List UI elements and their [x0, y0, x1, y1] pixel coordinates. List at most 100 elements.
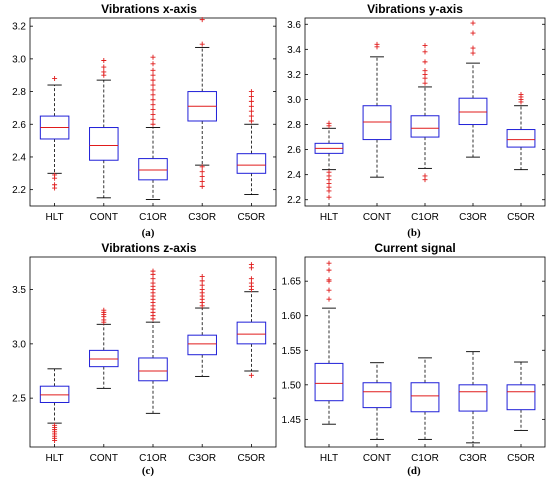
iqr-box: [458, 384, 488, 412]
x-tick-label: C5OR: [238, 453, 266, 464]
panel-vibrations-x: Vibrations x-axis 2.2 2.4 2.6 2.8 3.0 3.2 HLT C…: [12, 2, 277, 239]
outlier-marker: [326, 287, 332, 293]
plot-area: 2.2 2.4 2.6 2.8 3.0 3.2 HLT CONT C1OR C3OR C5OR: [12, 17, 277, 223]
chart-title: Vibrations z-axis: [101, 241, 196, 255]
outlier-marker: [101, 307, 107, 313]
chart-title: Vibrations y-axis: [367, 2, 463, 16]
chart-title: Current signal: [374, 241, 455, 255]
iqr-box: [138, 158, 168, 181]
outlier-marker: [199, 183, 205, 189]
y-tick-label: 3.0: [287, 95, 301, 106]
outlier-marker: [150, 107, 156, 113]
outlier-marker: [422, 80, 428, 86]
x-tick-label: CONT: [90, 453, 118, 464]
outlier-marker: [52, 185, 58, 191]
outlier-marker: [199, 41, 205, 47]
axes-frame: [304, 256, 546, 448]
outlier-marker: [248, 280, 254, 286]
outlier-marker: [326, 296, 332, 302]
iqr-box: [236, 321, 267, 345]
outlier-marker: [150, 280, 156, 286]
iqr-box: [506, 384, 536, 411]
x-tick-label: C1OR: [139, 453, 167, 464]
outlier-marker: [150, 92, 156, 98]
iqr-box: [39, 385, 70, 403]
x-tick-label: C1OR: [411, 453, 439, 464]
x-tick-label: HLT: [320, 212, 338, 223]
y-tick-label: 2.4: [12, 152, 26, 163]
y-tick-label: 3.2: [287, 70, 301, 81]
outlier-marker: [150, 61, 156, 67]
iqr-box: [138, 357, 168, 382]
outlier-marker: [101, 58, 107, 64]
iqr-box: [187, 334, 217, 356]
outlier-marker: [199, 169, 205, 175]
panel-vibrations-y: Vibrations y-axis 2.2 2.4 2.6 2.8 3.0 3.2 3.4 3…: [287, 2, 546, 239]
iqr-box: [314, 362, 344, 402]
outlier-marker: [199, 282, 205, 288]
outlier-marker: [150, 268, 156, 274]
y-tick-label: 2.6: [287, 145, 301, 156]
iqr-box: [458, 97, 488, 126]
panel-caption: (d): [407, 465, 421, 477]
outlier-marker: [150, 72, 156, 78]
x-tick-label: HLT: [46, 212, 64, 223]
y-tick-label: 3.4: [287, 45, 301, 56]
outlier-marker: [326, 194, 332, 200]
y-tick-label: 1.65: [282, 277, 302, 288]
panel-current-signal: Current signal 1.45 1.50 1.55 1.60 1.65 HLT CO…: [282, 241, 546, 477]
y-tick-label: 2.8: [287, 120, 301, 131]
outlier-marker: [470, 50, 476, 56]
outlier-marker: [150, 111, 156, 117]
outlier-marker: [248, 93, 254, 99]
outlier-marker: [422, 173, 428, 179]
x-tick-label: C3OR: [459, 212, 487, 223]
outlier-marker: [101, 69, 107, 75]
outlier-marker: [248, 118, 254, 124]
iqr-box: [89, 127, 119, 161]
outlier-marker: [470, 45, 476, 51]
outlier-marker: [199, 164, 205, 170]
outlier-marker: [248, 113, 254, 119]
outlier-marker: [326, 120, 332, 126]
outlier-marker: [199, 174, 205, 180]
outlier-marker: [199, 287, 205, 293]
x-tick-label: C5OR: [238, 212, 266, 223]
outlier-marker: [150, 276, 156, 282]
outlier-marker: [248, 89, 254, 95]
y-tick-label: 2.2: [12, 185, 26, 196]
outlier-marker: [518, 91, 524, 97]
outlier-marker: [150, 82, 156, 88]
outlier-marker: [470, 20, 476, 26]
y-tick-label: 1.55: [282, 346, 302, 357]
outlier-marker: [52, 437, 58, 443]
outlier-marker: [326, 267, 332, 273]
chart-title: Vibrations x-axis: [101, 2, 197, 16]
iqr-box: [236, 153, 267, 174]
x-tick-label: HLT: [46, 453, 64, 464]
plot-area: 1.45 1.50 1.55 1.60 1.65 HLT CONT C1OR C3OR C5OR: [282, 256, 546, 464]
y-tick-label: 3.2: [12, 22, 26, 33]
outlier-marker: [248, 103, 254, 109]
iqr-box: [362, 382, 392, 409]
outlier-marker: [150, 116, 156, 122]
y-tick-label: 3.5: [12, 285, 26, 296]
outlier-marker: [248, 98, 254, 104]
y-tick-label: 1.50: [282, 380, 302, 391]
x-tick-label: C3OR: [188, 453, 216, 464]
outlier-marker: [199, 278, 205, 284]
outlier-marker: [150, 54, 156, 60]
outlier-marker: [248, 372, 254, 378]
x-tick-label: C1OR: [139, 212, 167, 223]
outlier-marker: [422, 49, 428, 55]
y-tick-label: 2.6: [12, 120, 26, 131]
outlier-marker: [248, 108, 254, 114]
iqr-box: [506, 129, 536, 148]
x-tick-label: CONT: [363, 212, 391, 223]
plot-area: 2.5 3.0 3.5 HLT CONT C1OR C3OR C5OR: [12, 256, 277, 464]
outlier-marker: [470, 30, 476, 36]
outlier-marker: [101, 64, 107, 70]
outlier-marker: [150, 77, 156, 83]
y-tick-label: 2.2: [287, 195, 301, 206]
x-tick-label: C5OR: [507, 212, 535, 223]
